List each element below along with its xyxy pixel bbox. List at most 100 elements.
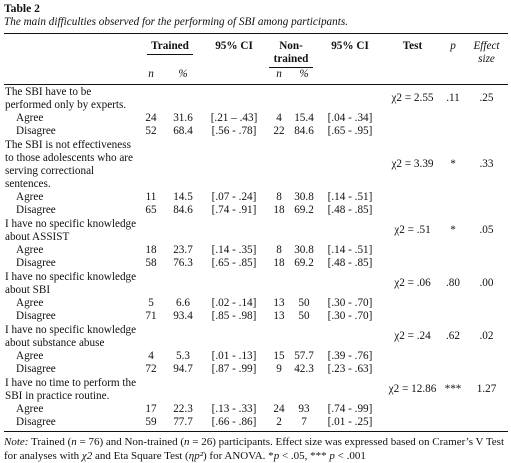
nontrained-n: 18	[273, 257, 285, 269]
trained-pct: 14.5	[173, 191, 193, 203]
trained-n: 65	[145, 204, 157, 216]
nontrained-pct: 69.2	[294, 257, 314, 269]
response-label: Agree	[16, 244, 44, 256]
question-spacer	[138, 323, 384, 350]
trained-pct: 93.4	[173, 310, 193, 322]
response-row: Agree 5 6.6 [.02 - .14] 13 50 [.30 - .70]	[4, 297, 508, 310]
nontrained-ci: [.01 - .25]	[327, 416, 373, 428]
subheader-row: n % n %	[4, 68, 508, 85]
trained-n: 4	[148, 350, 154, 362]
header-effect-size: Effect size	[465, 33, 508, 68]
test-statistic: χ2 = .51	[394, 224, 431, 236]
response-label: Disagree	[16, 257, 56, 269]
response-row: Agree 11 14.5 [.07 - .24] 8 30.8 [.14 - .51]	[4, 191, 508, 204]
header-row: Trained 95% CI Non-trained 95% CI Test p…	[4, 33, 508, 68]
question-row: I have no specific knowledge about SBI χ2…	[4, 270, 508, 297]
response-label: Disagree	[16, 416, 56, 428]
question-row: I have no time to perform the SBI in pra…	[4, 376, 508, 403]
trained-ci: [.74 - .91]	[211, 204, 257, 216]
header-nontrained: Non-trained	[266, 33, 316, 68]
trained-n: 18	[145, 244, 157, 256]
nontrained-pct: 84.6	[294, 125, 314, 137]
trained-ci: [.01 - .13]	[211, 350, 257, 362]
effect-size: 1.27	[476, 383, 497, 395]
question-row: The SBI is not effectiveness to those ad…	[4, 138, 508, 191]
question-spacer	[138, 85, 384, 113]
nontrained-n: 15	[273, 350, 285, 362]
p-value: .80	[446, 277, 460, 289]
table-number: Table 2	[4, 2, 40, 15]
nontrained-pct: 69.2	[294, 204, 314, 216]
response-row: Disagree 52 68.4 [.56 - .78] 22 84.6 [.65 - .9…	[4, 125, 508, 138]
nontrained-ci: [.48 - .85]	[327, 257, 373, 269]
trained-pct: 84.6	[173, 204, 193, 216]
test-statistic: χ2 = .24	[394, 330, 431, 342]
trained-n: 52	[145, 125, 157, 137]
nontrained-n: 18	[273, 204, 285, 216]
nontrained-ci: [.39 - .76]	[327, 350, 373, 362]
nontrained-pct: 57.7	[294, 350, 314, 362]
trained-n: 59	[145, 416, 157, 428]
question-spacer	[138, 270, 384, 297]
effect-size: .02	[479, 330, 494, 342]
question-text: I have no time to perform the SBI in pra…	[5, 377, 137, 402]
effect-size: .33	[479, 158, 494, 170]
trained-ci: [.02 - .14]	[211, 297, 257, 309]
question-text: I have no specific knowledge about subst…	[5, 324, 137, 349]
trained-ci: [.87 - .99]	[211, 363, 257, 375]
nontrained-ci: [.65 - .95]	[327, 125, 373, 137]
response-row: Disagree 59 77.7 [.66 - .86] 2 7 [.01 - .25]	[4, 416, 508, 432]
trained-n: 58	[145, 257, 157, 269]
p-value: *	[450, 158, 456, 170]
effect-size: .25	[479, 92, 494, 104]
trained-n: 5	[148, 297, 154, 309]
table-note: Note: Trained (n = 76) and Non-trained (…	[4, 436, 505, 462]
response-label: Disagree	[16, 310, 56, 322]
nontrained-n: 24	[273, 403, 285, 415]
trained-ci: [.56 - .78]	[211, 125, 257, 137]
nontrained-ci: [.14 - .51]	[327, 244, 373, 256]
trained-pct: 68.4	[173, 125, 193, 137]
difficulties-table: Trained 95% CI Non-trained 95% CI Test p…	[4, 33, 508, 432]
nontrained-pct: 50	[298, 310, 310, 322]
response-row: Agree 17 22.3 [.13 - .33] 24 93 [.74 - .99]	[4, 403, 508, 416]
response-row: Agree 24 31.6 [.21 – .43] 4 15.4 [.04 - .34]	[4, 112, 508, 125]
nontrained-n: 13	[273, 310, 285, 322]
question-text: I have no specific knowledge about SBI	[5, 271, 137, 296]
nontrained-n: 2	[276, 416, 282, 428]
subheader-pct-trained: %	[164, 68, 202, 85]
nontrained-ci: [.48 - .85]	[327, 204, 373, 216]
trained-ci: [.14 - .35]	[211, 244, 257, 256]
response-row: Disagree 71 93.4 [.85 - .98] 13 50 [.30 - .70]	[4, 310, 508, 323]
nontrained-ci: [.04 - .34]	[327, 112, 373, 124]
nontrained-ci: [.23 - .63]	[327, 363, 373, 375]
p-value: ***	[444, 383, 462, 395]
trained-pct: 6.6	[176, 297, 190, 309]
trained-ci: [.85 - .98]	[211, 310, 257, 322]
test-statistic: χ2 = 3.39	[391, 158, 434, 170]
table-body: The SBI have to be performed only by exp…	[4, 85, 508, 432]
trained-ci: [.21 – .43]	[210, 112, 258, 124]
nontrained-pct: 50	[298, 297, 310, 309]
response-label: Agree	[16, 297, 44, 309]
response-row: Disagree 58 76.3 [.65 - .85] 18 69.2 [.48 - .8…	[4, 257, 508, 270]
effect-size: .00	[479, 277, 494, 289]
nontrained-ci: [.30 - .70]	[327, 310, 373, 322]
test-statistic: χ2 = .06	[394, 277, 431, 289]
trained-n: 71	[145, 310, 157, 322]
trained-pct: 22.3	[173, 403, 193, 415]
header-ci-trained: 95% CI	[202, 33, 266, 68]
header-trained: Trained	[138, 33, 202, 68]
response-label: Agree	[16, 350, 44, 362]
subheader-n-nontrained: n	[266, 68, 292, 85]
response-label: Agree	[16, 112, 44, 124]
question-row: The SBI have to be performed only by exp…	[4, 85, 508, 113]
response-label: Disagree	[16, 125, 56, 137]
trained-pct: 76.3	[173, 257, 193, 269]
effect-size: .05	[479, 224, 494, 236]
nontrained-n: 22	[273, 125, 285, 137]
question-text: The SBI have to be performed only by exp…	[5, 86, 127, 111]
question-row: I have no specific knowledge about ASSIS…	[4, 217, 508, 244]
trained-n: 24	[145, 112, 157, 124]
